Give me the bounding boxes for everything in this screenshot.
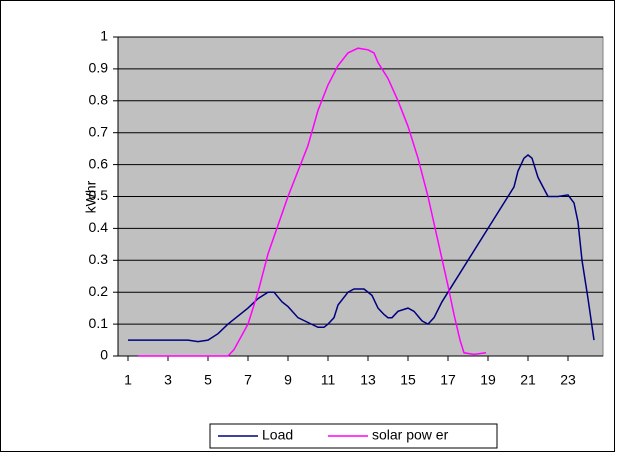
y-tick-label: 0	[100, 347, 108, 363]
x-tick-label: 9	[284, 372, 292, 388]
y-tick-label: 0.8	[89, 92, 109, 108]
legend-label: solar pow er	[372, 427, 449, 443]
y-tick-label: 0.9	[89, 60, 109, 76]
series-line	[128, 154, 595, 343]
x-tick-label: 3	[164, 372, 172, 388]
x-tick-label: 17	[440, 372, 456, 388]
x-tick-label: 23	[560, 372, 576, 388]
x-tick-label: 11	[321, 372, 336, 388]
x-tick-label: 13	[360, 372, 376, 388]
y-axis-label: kWhr	[83, 180, 99, 213]
x-tick-label: 21	[520, 372, 536, 388]
y-tick-label: 0.4	[89, 219, 109, 235]
x-tick-label: 5	[204, 372, 212, 388]
y-tick-label: 0.6	[89, 155, 109, 171]
y-tick-label: 0.3	[89, 251, 109, 267]
x-tick-label: 15	[400, 372, 416, 388]
x-tick-label: 7	[244, 372, 252, 388]
legend-label: Load	[262, 427, 293, 443]
y-tick-label: 0.5	[89, 187, 109, 203]
y-tick-label: 1	[100, 28, 108, 44]
y-tick-label: 0.1	[89, 315, 109, 331]
x-tick-label: 19	[480, 372, 496, 388]
y-tick-label: 0.7	[89, 123, 109, 139]
series-line	[138, 47, 487, 357]
x-tick-label: 1	[124, 372, 132, 388]
y-tick-label: 0.2	[89, 283, 109, 299]
